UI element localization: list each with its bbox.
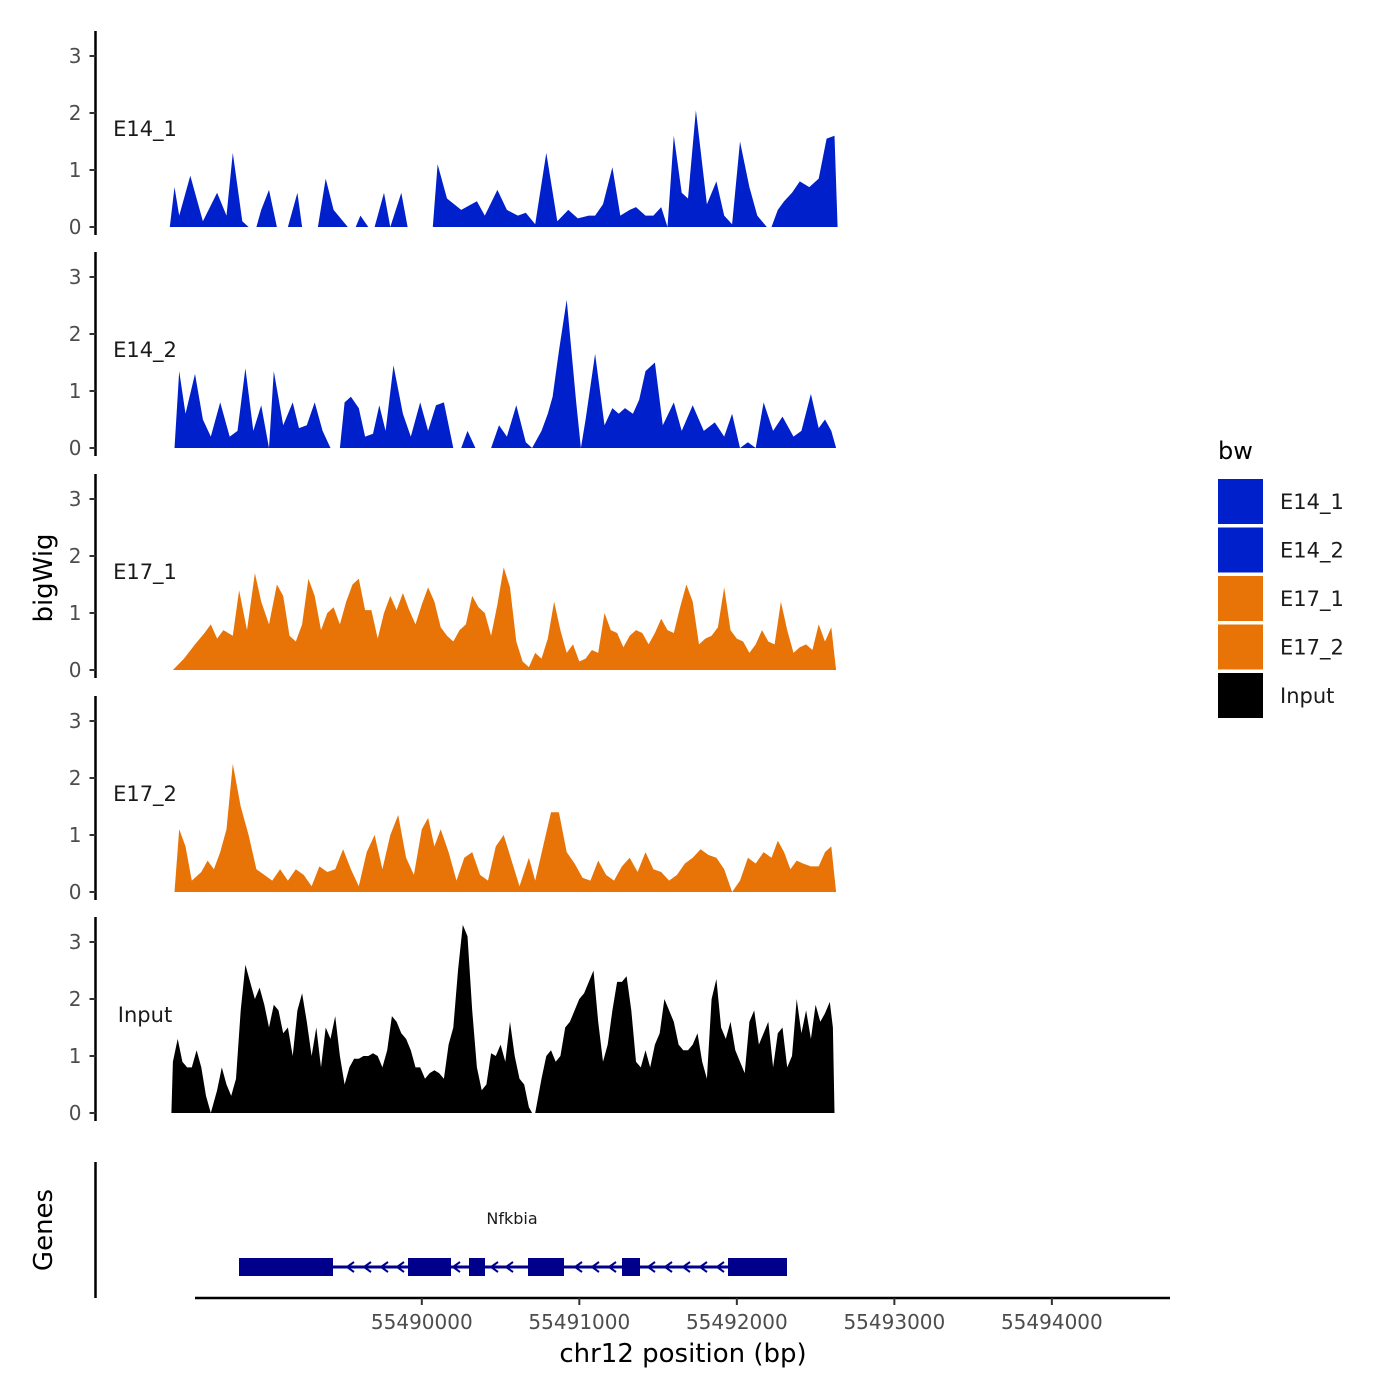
y-tick-label: 1 bbox=[69, 601, 82, 625]
y-tick-label: 2 bbox=[69, 987, 82, 1011]
legend-label: Input bbox=[1280, 684, 1334, 708]
legend-title: bw bbox=[1218, 437, 1253, 465]
legend-swatch bbox=[1218, 576, 1263, 621]
track-label: Input bbox=[118, 1003, 172, 1027]
genes-panel: Genes Nfkbia bbox=[29, 1162, 787, 1298]
strand-chevron bbox=[379, 1261, 389, 1273]
gene-exon bbox=[469, 1258, 485, 1276]
x-tick-label: 55490000 bbox=[371, 1310, 473, 1334]
y-axis-title: bigWig bbox=[29, 533, 59, 622]
strand-chevron bbox=[395, 1261, 405, 1273]
strand-chevron bbox=[646, 1261, 656, 1273]
strand-chevron bbox=[345, 1261, 355, 1273]
track-e17-2: 0 1 2 3 E17_2 bbox=[69, 696, 837, 904]
gene-exon bbox=[622, 1258, 640, 1276]
y-tick-label: 2 bbox=[69, 322, 82, 346]
x-tick-label: 55493000 bbox=[843, 1310, 945, 1334]
legend-swatch bbox=[1218, 624, 1263, 670]
track-label: E14_2 bbox=[113, 338, 177, 363]
y-tick-label: 0 bbox=[69, 215, 82, 239]
legend-swatch bbox=[1218, 479, 1263, 524]
strand-chevron bbox=[362, 1261, 372, 1273]
x-tick-label: 55492000 bbox=[686, 1310, 788, 1334]
gene-exon bbox=[239, 1258, 333, 1276]
legend-label: E17_2 bbox=[1280, 636, 1344, 661]
y-tick-label: 3 bbox=[69, 709, 82, 733]
x-axis: 55490000 55491000 55492000 55493000 55494000 bbox=[195, 1296, 1170, 1334]
strand-chevron bbox=[590, 1261, 600, 1273]
x-tick-label: 55494000 bbox=[1001, 1310, 1103, 1334]
strand-chevron bbox=[489, 1261, 499, 1273]
genes-panel-title: Genes bbox=[29, 1189, 59, 1271]
coverage-area-e14-2 bbox=[174, 299, 837, 448]
y-tick-label: 3 bbox=[69, 265, 82, 289]
x-tick-label: 55491000 bbox=[528, 1310, 630, 1334]
strand-chevron bbox=[451, 1261, 461, 1273]
coverage-area-e17-1 bbox=[172, 567, 837, 670]
x-axis-title: chr12 position (bp) bbox=[559, 1339, 806, 1369]
strand-chevron bbox=[698, 1261, 708, 1273]
y-tick-label: 0 bbox=[69, 436, 82, 460]
gene-exon bbox=[728, 1258, 787, 1276]
strand-chevron bbox=[573, 1261, 583, 1273]
legend-label: E14_2 bbox=[1280, 539, 1344, 564]
track-label: E17_1 bbox=[113, 560, 177, 585]
coverage-area-e17-2 bbox=[174, 763, 837, 892]
track-e14-2: 0 1 2 3 E14_2 bbox=[69, 252, 837, 460]
y-tick-label: 1 bbox=[69, 823, 82, 847]
track-label: E17_2 bbox=[113, 782, 177, 807]
strand-chevron bbox=[715, 1261, 725, 1273]
gene-model-nfkbia: Nfkbia bbox=[239, 1209, 787, 1276]
gene-exon bbox=[408, 1258, 451, 1276]
legend-swatch bbox=[1218, 673, 1263, 718]
track-label: E14_1 bbox=[113, 117, 177, 142]
legend-label: E14_1 bbox=[1280, 490, 1344, 515]
y-tick-label: 2 bbox=[69, 544, 82, 568]
coverage-area-input bbox=[171, 924, 835, 1113]
track-e17-1: 0 1 2 3 E17_1 bbox=[69, 474, 837, 682]
y-tick-label: 2 bbox=[69, 101, 82, 125]
y-tick-label: 1 bbox=[69, 158, 82, 182]
y-tick-label: 2 bbox=[69, 766, 82, 790]
legend: bw E14_1 E14_2 E17_1 E17_2 Input bbox=[1218, 437, 1344, 718]
y-tick-label: 0 bbox=[69, 880, 82, 904]
legend-swatch bbox=[1218, 527, 1263, 573]
strand-chevron bbox=[681, 1261, 691, 1273]
coverage-area-e14-1 bbox=[169, 110, 838, 227]
gene-exon bbox=[528, 1258, 564, 1276]
y-tick-label: 1 bbox=[69, 379, 82, 403]
y-tick-label: 3 bbox=[69, 487, 82, 511]
y-tick-label: 3 bbox=[69, 930, 82, 954]
legend-label: E17_1 bbox=[1280, 587, 1344, 612]
track-e14-1: 0 1 2 3 E14_1 bbox=[69, 31, 838, 239]
y-tick-label: 0 bbox=[69, 1101, 82, 1125]
y-tick-label: 3 bbox=[69, 44, 82, 68]
y-tick-label: 1 bbox=[69, 1044, 82, 1068]
strand-chevron bbox=[663, 1261, 673, 1273]
strand-chevron bbox=[607, 1261, 617, 1273]
y-tick-label: 0 bbox=[69, 658, 82, 682]
track-input: 0 1 2 3 Input bbox=[69, 917, 835, 1125]
strand-chevron bbox=[504, 1261, 514, 1273]
gene-label: Nfkbia bbox=[486, 1209, 537, 1228]
